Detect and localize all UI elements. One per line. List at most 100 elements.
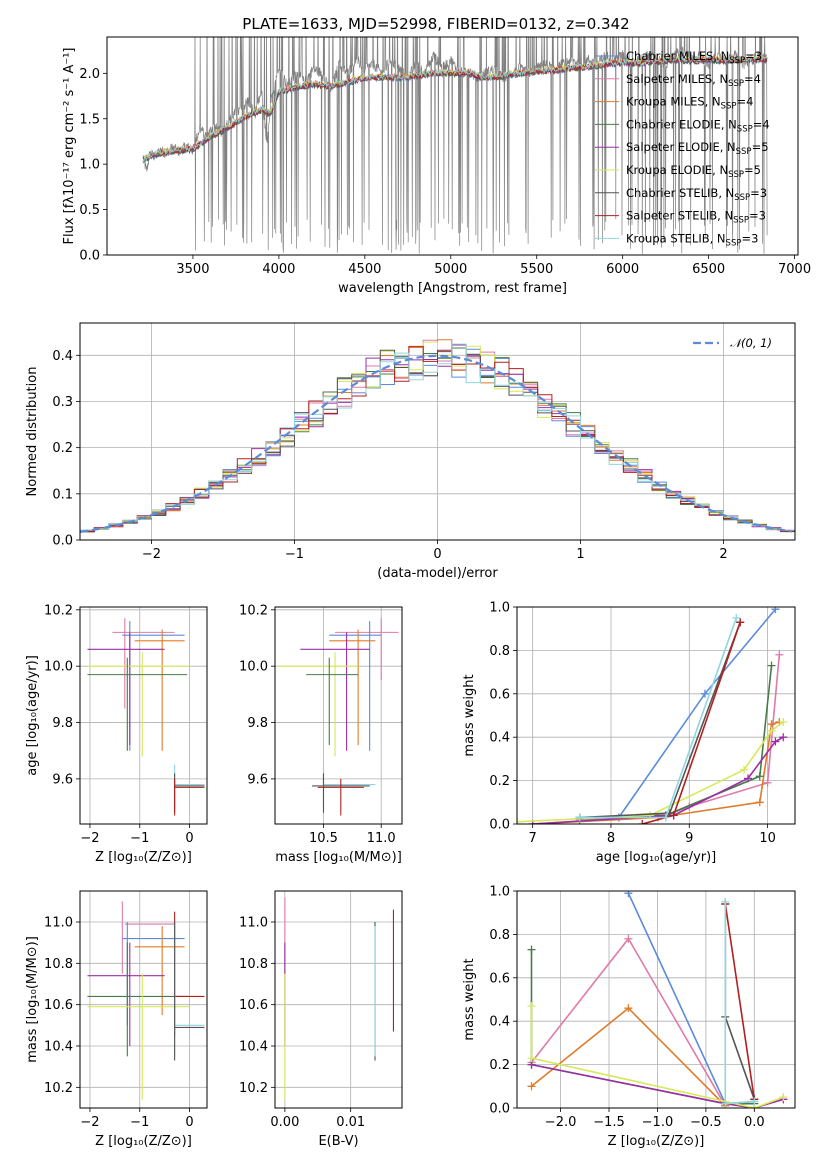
series-line-3 xyxy=(579,665,773,819)
x-axis-label: E(B-V) xyxy=(318,1134,358,1149)
series-marker-0-0 xyxy=(624,891,633,898)
y-tick-label: 9.6 xyxy=(247,772,268,787)
axes-frame xyxy=(274,890,403,1109)
legend-label-5: Kroupa ELODIE, NSSP=5 xyxy=(626,163,761,180)
y-tick-label: 0.8 xyxy=(489,928,510,943)
gaussian-curve xyxy=(80,354,793,533)
y-axis-label: mass weight xyxy=(462,674,477,756)
series-marker-4-3 xyxy=(771,737,780,746)
y-axis-label: Flux [fλ10⁻¹⁷ erg cm⁻² s⁻¹ A⁻¹] xyxy=(62,48,77,245)
x-axis-label: age [log₁₀(age/yr)] xyxy=(596,850,717,865)
x-tick-label: 0 xyxy=(185,1115,193,1130)
y-tick-label: 1.0 xyxy=(489,601,510,616)
y-tick-label: 0.2 xyxy=(52,441,73,456)
y-tick-label: 1.0 xyxy=(79,158,100,173)
series-line-0 xyxy=(579,608,777,821)
plot-area xyxy=(517,607,795,824)
series-marker-2-2 xyxy=(755,798,764,807)
y-axis-label: Normed distribution xyxy=(25,367,40,497)
legend-label-6: Chabrier STELIB, NSSP=3 xyxy=(626,186,767,203)
y-tick-label: 0.6 xyxy=(489,971,510,986)
legend-label-0: Chabrier MILES, NSSP=3 xyxy=(626,49,762,66)
panel-age-vs-Z: −2 −1 0 9.6 9.8 10.0 10.2 Z [log₁₀(Z/Z⊙)] age [l… xyxy=(25,603,208,865)
series-marker-4-2 xyxy=(744,774,753,783)
series-line-7 xyxy=(724,903,756,1100)
y-tick-label: 0.2 xyxy=(489,1058,510,1073)
histogram-step-7 xyxy=(80,345,795,533)
series-marker-2-1 xyxy=(624,1004,633,1013)
x-tick-label: −2 xyxy=(80,1115,99,1130)
y-tick-label: 0.4 xyxy=(52,349,73,364)
series-marker-5-2 xyxy=(740,765,749,774)
y-tick-label: 0.6 xyxy=(489,687,510,702)
legend-subscript: SSP xyxy=(729,56,745,66)
x-tick-label: −2 xyxy=(80,831,99,846)
axes-frame xyxy=(516,606,796,825)
x-tick-label: 0.00 xyxy=(270,1115,299,1130)
x-tick-label: −1.0 xyxy=(642,1115,674,1130)
plot-area xyxy=(80,891,207,1108)
series-marker-4-4 xyxy=(779,733,788,742)
x-tick-label: 0.01 xyxy=(336,1115,365,1130)
legend-rest: =4 xyxy=(753,117,770,131)
legend-label-8: Kroupa STELIB, NSSP=3 xyxy=(626,231,758,248)
x-tick-label: 11.0 xyxy=(367,831,396,846)
y-tick-label: 10.4 xyxy=(239,1040,268,1055)
y-axis-label: mass [log₁₀(M/M⊙)] xyxy=(25,936,40,1063)
series-marker-3-2 xyxy=(755,772,764,781)
x-tick-label: 5000 xyxy=(434,262,467,277)
panel-massweight-vs-Z: −2.0 −1.5 −1.0 −0.5 0.0 0.0 0.2 0.4 0.6 0.8 1.0 Z [… xyxy=(462,885,796,1149)
y-tick-label: 10.6 xyxy=(239,998,268,1013)
series-line-8 xyxy=(579,617,738,819)
y-tick-label: 0.1 xyxy=(52,487,73,502)
y-tick-label: 10.0 xyxy=(44,660,73,675)
x-tick-label: 0 xyxy=(185,831,193,846)
y-tick-label: 2.0 xyxy=(79,67,100,82)
series-marker-3-0 xyxy=(527,945,536,954)
legend-subscript: SSP xyxy=(734,193,750,203)
series-marker-8-0 xyxy=(575,813,584,822)
series-marker-8-1 xyxy=(721,1099,730,1108)
histogram-step-8 xyxy=(80,343,795,531)
figure-title: PLATE=1633, MJD=52998, FIBERID=0132, z=0… xyxy=(242,15,629,33)
x-tick-label: 8 xyxy=(607,831,615,846)
x-tick-label: 7000 xyxy=(778,262,811,277)
legend-subscript: SSP xyxy=(737,124,753,134)
axes-frame xyxy=(79,890,208,1109)
legend-label-3: Chabrier ELODIE, NSSP=4 xyxy=(626,117,770,134)
y-tick-label: 1.5 xyxy=(79,112,100,127)
axes-frame xyxy=(516,890,796,1109)
panel-massweight-vs-age: 7 8 9 10 0.0 0.2 0.4 0.6 0.8 1.0 age [log₁₀(age/yr… xyxy=(462,601,796,865)
y-tick-label: 0.8 xyxy=(489,644,510,659)
y-tick-label: 11.0 xyxy=(239,916,268,931)
legend-label-7: Salpeter STELIB, NSSP=3 xyxy=(626,209,766,226)
x-tick-label: 6000 xyxy=(606,262,639,277)
y-tick-label: 9.8 xyxy=(247,716,268,731)
y-axis-label: age [log₁₀(age/yr)] xyxy=(25,655,40,776)
x-tick-label: −1 xyxy=(130,1115,149,1130)
legend-rest: =3 xyxy=(745,49,762,63)
x-tick-label: 0 xyxy=(433,547,441,562)
series-marker-5-3 xyxy=(767,726,776,735)
legend-rest: =3 xyxy=(749,209,766,223)
x-tick-label: −1 xyxy=(130,831,149,846)
x-axis-label: wavelength [Angstrom, rest frame] xyxy=(338,281,567,296)
y-tick-label: 0.0 xyxy=(52,534,73,549)
y-tick-label: 10.2 xyxy=(239,1081,268,1096)
legend-subscript: SSP xyxy=(736,147,752,157)
legend-rest: =4 xyxy=(736,95,753,109)
y-tick-label: 0.0 xyxy=(489,818,510,833)
legend-label-4: Salpeter ELODIE, NSSP=5 xyxy=(626,140,769,157)
panel-mass-vs-Z: −2 −1 0 10.2 10.4 10.6 10.8 11.0 Z [log₁₀(Z/Z⊙)]… xyxy=(25,890,208,1149)
series-marker-5-4 xyxy=(779,1093,788,1102)
y-tick-label: 10.8 xyxy=(44,957,73,972)
series-marker-5-0 xyxy=(517,817,521,824)
panel-spectrum: Chabrier MILES, NSSP=3 Salpeter MILES, NS… xyxy=(62,36,811,296)
y-tick-label: 0.0 xyxy=(489,1102,510,1117)
y-tick-label: 10.6 xyxy=(44,998,73,1013)
plot-area xyxy=(80,607,207,824)
legend-subscript: SSP xyxy=(728,79,744,89)
model-fit-line-8 xyxy=(142,54,768,162)
y-tick-label: 0.0 xyxy=(79,249,100,264)
